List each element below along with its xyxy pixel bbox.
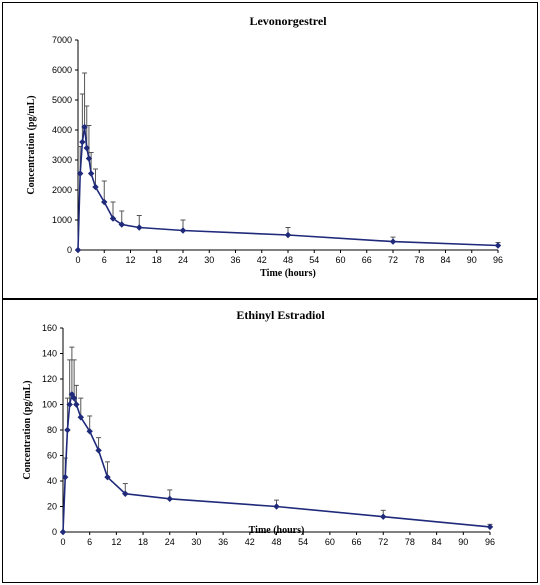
data-point (109, 215, 117, 222)
x-axis-label: Time (hours) (249, 525, 305, 536)
levonorgestrel-chart: 0 1000 2000 3000 4000 5000 6000 7000 0 6 12 18 24 30 3… (26, 35, 503, 279)
y-tick-label: 80 (47, 425, 57, 435)
data-point (83, 144, 90, 152)
y-tick-label: 1000 (52, 215, 72, 225)
x-tick-label: 78 (405, 537, 415, 547)
y-tick-label: 0 (67, 245, 72, 255)
y-tick-label: 4000 (52, 125, 72, 135)
chart-panel-levonorgestrel (2, 2, 538, 299)
x-tick-label: 42 (245, 537, 255, 547)
x-tick-label: 6 (102, 255, 107, 265)
y-tick-label: 0 (52, 527, 57, 537)
x-tick-label: 36 (230, 255, 240, 265)
data-point (118, 221, 125, 228)
y-tick-label: 3000 (52, 155, 72, 165)
data-point (73, 401, 80, 408)
x-tick-label: 42 (257, 255, 267, 265)
x-tick-label: 36 (218, 537, 228, 547)
x-tick-label: 72 (378, 537, 388, 547)
data-point (92, 183, 99, 191)
x-tick-label: 84 (440, 255, 450, 265)
x-tick-label: 54 (298, 537, 308, 547)
y-tick-label: 7000 (52, 35, 72, 45)
series-line (77, 126, 499, 251)
x-tick-label: 6 (87, 537, 92, 547)
data-point (77, 414, 84, 421)
data-point (380, 513, 387, 520)
x-tick-label: 18 (138, 537, 148, 547)
x-tick-label: 72 (388, 255, 398, 265)
x-tick-label: 66 (352, 537, 362, 547)
x-tick-label: 12 (111, 537, 121, 547)
data-point (62, 473, 69, 481)
data-point (273, 503, 280, 510)
x-tick-label: 60 (325, 537, 335, 547)
x-tick-label: 96 (493, 255, 503, 265)
x-tick-label: 24 (165, 537, 175, 547)
x-tick-label: 90 (458, 537, 468, 547)
data-point (87, 170, 95, 177)
data-point (64, 426, 71, 434)
x-tick-label: 0 (75, 255, 80, 265)
x-tick-label: 96 (485, 537, 495, 547)
y-axis-label: Concentration (pg/mL) (26, 95, 37, 194)
data-point (179, 227, 187, 234)
y-tick-label: 160 (42, 323, 57, 333)
y-tick-label: 20 (47, 502, 57, 512)
data-point (86, 428, 93, 435)
data-point (284, 231, 292, 239)
x-tick-label: 30 (204, 255, 214, 265)
x-tick-label: 30 (191, 537, 201, 547)
data-point (494, 242, 502, 249)
x-tick-label: 48 (271, 537, 281, 547)
data-point (79, 138, 86, 146)
series-line (62, 392, 491, 533)
data-point (66, 401, 73, 408)
x-tick-label: 90 (467, 255, 477, 265)
data-point (95, 447, 102, 454)
y-tick-label: 60 (47, 451, 57, 461)
data-point (486, 523, 494, 531)
y-tick-label: 120 (42, 374, 57, 384)
data-point (104, 473, 111, 481)
x-tick-label: 84 (432, 537, 442, 547)
x-tick-label: 12 (125, 255, 135, 265)
data-point (101, 198, 108, 206)
x-tick-label: 48 (283, 255, 293, 265)
data-point (76, 170, 84, 177)
y-tick-label: 2000 (52, 185, 72, 195)
y-tick-label: 100 (42, 400, 57, 410)
data-point (70, 394, 78, 402)
data-point (81, 123, 88, 131)
chart-title: Ethinyl Estradiol (236, 308, 325, 322)
chart-panel-ethinyl-estradiol (2, 299, 538, 583)
x-tick-label: 18 (152, 255, 162, 265)
x-tick-label: 24 (178, 255, 188, 265)
data-point (166, 495, 173, 503)
data-point (59, 528, 67, 536)
data-point (389, 238, 397, 245)
x-tick-label: 54 (309, 255, 319, 265)
x-tick-label: 66 (362, 255, 372, 265)
x-tick-label: 0 (60, 537, 65, 547)
data-point (85, 155, 93, 162)
x-tick-label: 78 (414, 255, 424, 265)
y-tick-label: 40 (47, 476, 57, 486)
x-axis-label: Time (hours) (260, 268, 316, 279)
y-tick-label: 5000 (52, 95, 72, 105)
data-point (136, 224, 143, 231)
y-tick-label: 140 (42, 349, 57, 359)
chart-title: Levonorgestrel (249, 14, 327, 28)
y-axis-label: Concentration (pg/mL) (22, 380, 33, 479)
data-point (74, 246, 82, 254)
x-tick-label: 60 (335, 255, 345, 265)
y-tick-label: 6000 (52, 65, 72, 75)
data-point (122, 490, 129, 497)
